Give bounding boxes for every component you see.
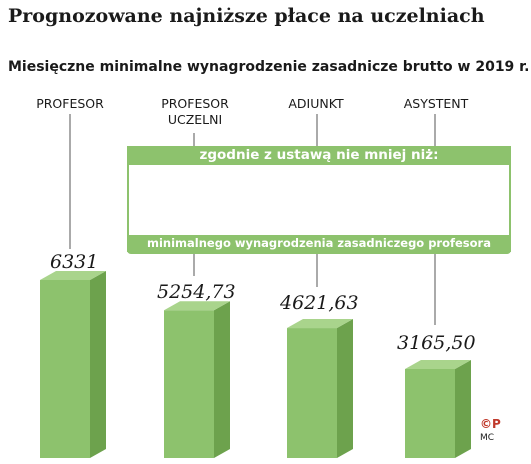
value-label-profesor: 6331 — [50, 251, 99, 273]
bar-profesor-uczelni — [164, 301, 230, 458]
bar-top-profesor — [40, 271, 106, 280]
category-label-profesor-uczelni: PROFESOR UCZELNI — [145, 96, 245, 128]
bar-top-adiunkt — [287, 319, 353, 329]
chart-title: Prognozowane najniższe płace na uczelnia… — [8, 5, 485, 27]
category-label-line: UCZELNI — [167, 112, 223, 127]
bar-side-adiunkt — [337, 319, 353, 458]
bar-front-asystent — [405, 369, 455, 458]
bar-profesor — [40, 271, 106, 458]
value-label-profesor-uczelni: 5254,73 — [157, 281, 236, 303]
banner-bottom: minimalnego wynagrodzenia zasadniczego p… — [127, 235, 511, 252]
bar-front-profesor-uczelni — [164, 310, 214, 458]
value-label-asystent: 3165,50 — [397, 332, 476, 354]
banner-top: zgodnie z ustawą nie mniej niż: — [127, 146, 511, 165]
category-label-line: PROFESOR — [36, 96, 104, 111]
category-label-line: ADIUNKT — [288, 96, 344, 111]
bar-side-profesor — [90, 271, 106, 458]
category-label-profesor: PROFESOR — [20, 96, 120, 112]
bar-side-asystent — [455, 360, 471, 458]
credit-label: MC — [480, 433, 495, 443]
bar-front-adiunkt — [287, 328, 337, 458]
bar-top-profesor-uczelni — [164, 301, 230, 311]
category-label-adiunkt: ADIUNKT — [266, 96, 366, 112]
chart-subtitle: Miesięczne minimalne wynagrodzenie zasad… — [8, 59, 530, 75]
bar-asystent — [405, 360, 471, 458]
bar-front-profesor — [40, 280, 90, 458]
copyright-block: ©P MC — [480, 417, 501, 443]
bar-top-asystent — [405, 360, 471, 369]
value-label-adiunkt: 4621,63 — [280, 292, 359, 314]
copyright-mark: ©P — [480, 417, 501, 431]
bar-adiunkt — [287, 319, 353, 458]
category-label-line: PROFESOR — [161, 96, 229, 111]
category-label-line: ASYSTENT — [403, 96, 469, 111]
bar-side-profesor-uczelni — [214, 301, 230, 458]
category-label-asystent: ASYSTENT — [386, 96, 486, 112]
